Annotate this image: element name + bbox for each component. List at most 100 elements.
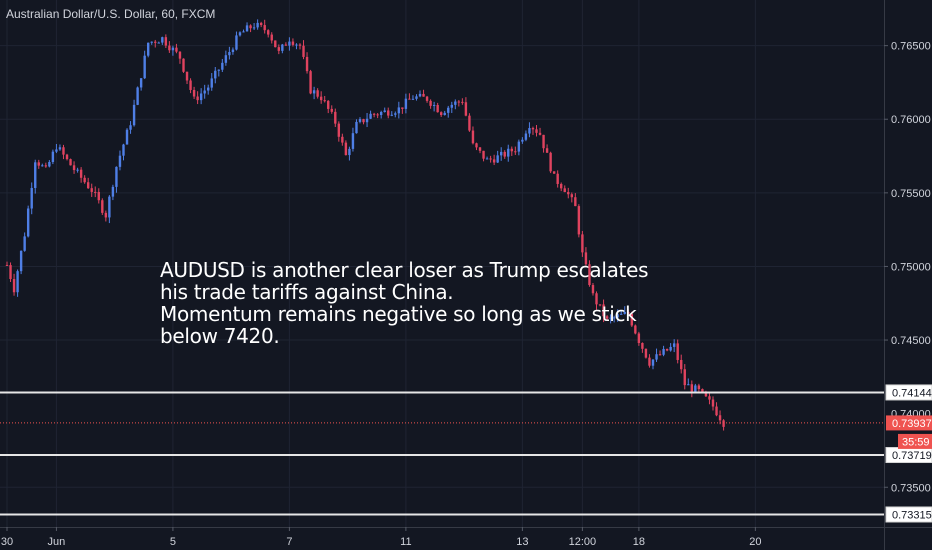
candle-body [595, 293, 598, 305]
price-tick-label: 0.75000 [891, 261, 931, 273]
candle-body [51, 151, 55, 163]
candle-body [161, 37, 164, 43]
annotation-line: below 7420. [160, 324, 280, 348]
candle-body [722, 420, 725, 427]
candle-body [62, 147, 65, 155]
candle-body [432, 104, 436, 106]
candle-body [337, 123, 341, 137]
candle-body [478, 147, 482, 151]
candle-body [192, 89, 196, 97]
candle-body [560, 183, 563, 189]
candle-body [397, 107, 401, 114]
candle-body [175, 47, 178, 52]
candle-body [454, 101, 457, 105]
candle-body [422, 93, 425, 97]
candle-body [390, 114, 393, 116]
candle-body [687, 384, 690, 386]
candle-body [182, 58, 185, 72]
candle-body [344, 142, 348, 156]
candle-body [122, 144, 125, 156]
candle-body [221, 62, 224, 70]
candle-body [616, 314, 619, 318]
candle-body [189, 80, 192, 90]
candle-body [270, 34, 273, 41]
candle-body [55, 149, 58, 152]
candle-body [231, 49, 235, 53]
candle-body [545, 148, 549, 153]
candle-body [358, 119, 362, 122]
candle-body [408, 98, 411, 100]
candle-body [669, 346, 672, 351]
candle-body [524, 133, 528, 140]
time-tick-label: 20 [749, 536, 761, 548]
candle-body [267, 30, 270, 35]
candle-body [379, 112, 383, 116]
candle-body [528, 128, 531, 134]
price-axis[interactable]: 0.76500 0.76000 0.75500 0.75000 0.74500 0.735… [884, 41, 932, 523]
line-price-box [885, 384, 932, 401]
annotation-line: AUDUSD is another clear loser as Trump e… [160, 258, 649, 282]
candle-body [203, 90, 206, 94]
candle-body [9, 265, 12, 280]
candle-body [475, 143, 478, 148]
candle-body [701, 389, 704, 392]
candle-body [694, 385, 697, 392]
candle-body [79, 169, 83, 178]
candle-body [662, 348, 665, 355]
candle-body [704, 391, 708, 397]
candle-body [5, 264, 9, 266]
candle-body [115, 166, 118, 187]
candle-body [44, 165, 48, 167]
candle-body [567, 192, 570, 195]
candle-body [439, 112, 443, 116]
candle-body [556, 173, 559, 184]
candle-body [12, 279, 16, 293]
candle-body [86, 182, 90, 189]
candle-body [281, 44, 284, 51]
candle-body [76, 169, 79, 171]
candle-body [132, 104, 136, 126]
candle-body [429, 100, 432, 106]
candle-body [309, 71, 312, 94]
candle-body [97, 192, 100, 201]
candle-body [23, 236, 26, 251]
candle-body [383, 110, 386, 113]
candle-body [252, 27, 256, 29]
candle-body [464, 102, 468, 116]
candle-body [394, 113, 397, 115]
line-price-label: 0.73315 [892, 509, 932, 521]
candle-body [238, 32, 242, 36]
candle-body [605, 316, 609, 319]
time-tick-label: 12:00 [569, 536, 597, 548]
candle-body [196, 96, 199, 101]
candle-body [376, 114, 379, 116]
line-price-label: 0.73719 [892, 450, 932, 462]
candle-body [644, 348, 648, 358]
candle-body [284, 44, 288, 46]
price-tick-label: 0.73500 [891, 482, 931, 494]
candle-body [274, 40, 277, 48]
candle-body [492, 159, 496, 163]
candle-body [387, 110, 390, 116]
candle-body [570, 194, 573, 198]
candle-body [199, 93, 203, 101]
candle-body [588, 264, 591, 286]
candle-body [58, 147, 62, 150]
candle-body [510, 148, 513, 152]
annotation-line: his trade tariffs against China. [160, 280, 454, 304]
candle-body [549, 152, 552, 172]
candle-body [507, 148, 510, 157]
candle-body [101, 200, 104, 213]
candle-body [242, 31, 245, 33]
candle-body [471, 130, 475, 144]
candle-body [207, 87, 210, 91]
candle-body [348, 148, 351, 156]
candle-body [125, 129, 129, 145]
candle-body [302, 45, 305, 57]
candle-body [531, 128, 535, 130]
candle-body [94, 191, 97, 193]
time-tick-label: 5 [170, 536, 176, 548]
candle-body [129, 125, 132, 130]
time-axis[interactable]: 30 Jun 5 7 11 13 12:00 18 20 [1, 527, 762, 548]
